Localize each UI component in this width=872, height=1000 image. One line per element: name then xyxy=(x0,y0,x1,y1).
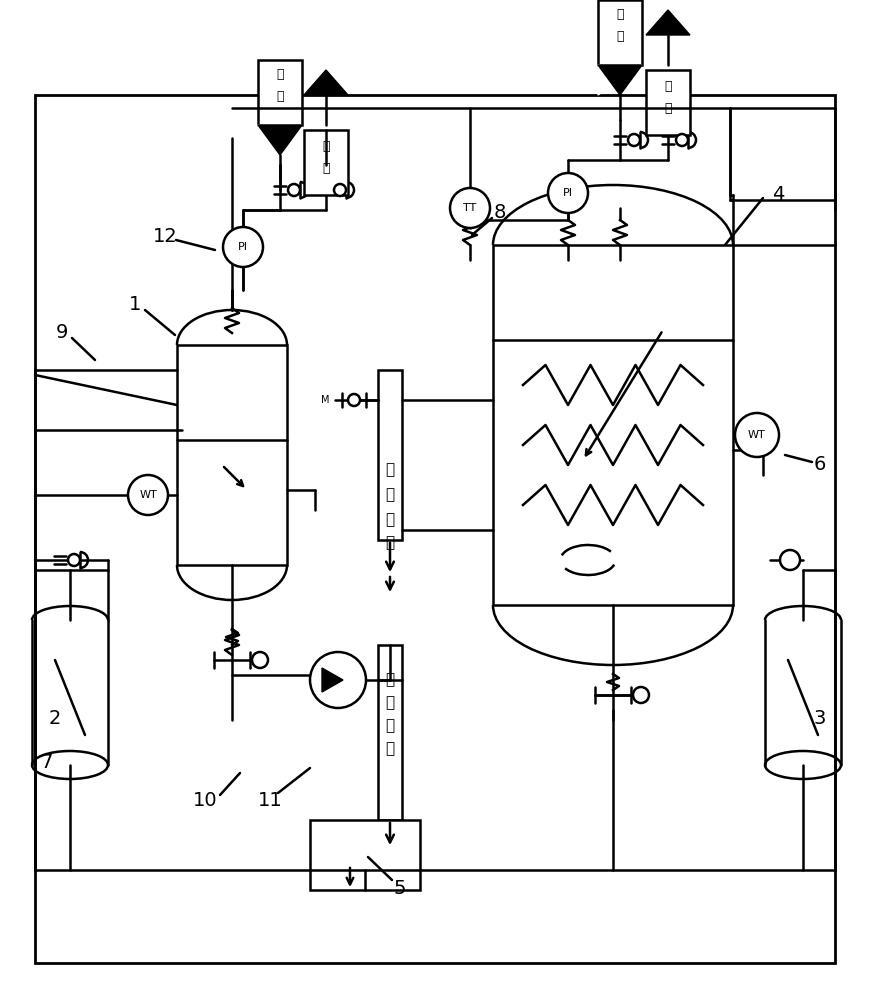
Text: 真: 真 xyxy=(323,140,330,153)
Circle shape xyxy=(252,652,268,668)
Circle shape xyxy=(223,227,263,267)
Text: 6: 6 xyxy=(814,456,826,475)
Text: 水: 水 xyxy=(385,512,394,528)
Text: 空: 空 xyxy=(323,162,330,176)
Text: M: M xyxy=(321,395,330,405)
Polygon shape xyxy=(322,668,343,692)
Bar xyxy=(646,70,690,135)
Polygon shape xyxy=(258,125,302,155)
Circle shape xyxy=(348,394,360,406)
Circle shape xyxy=(628,134,640,146)
Text: 2: 2 xyxy=(49,708,61,728)
Circle shape xyxy=(633,687,649,703)
Text: 真: 真 xyxy=(664,81,671,94)
Text: WT: WT xyxy=(748,430,766,440)
Text: 冷: 冷 xyxy=(385,672,394,688)
Text: 3: 3 xyxy=(814,708,826,728)
Text: 5: 5 xyxy=(394,879,406,898)
Text: 冷: 冷 xyxy=(385,462,394,478)
Polygon shape xyxy=(646,10,690,35)
Text: 放: 放 xyxy=(276,68,283,82)
Text: 10: 10 xyxy=(193,790,217,810)
Bar xyxy=(35,95,835,963)
Circle shape xyxy=(68,554,80,566)
Text: 7: 7 xyxy=(41,752,53,772)
Text: PI: PI xyxy=(238,242,248,252)
Text: WT: WT xyxy=(140,490,157,500)
Polygon shape xyxy=(258,125,302,155)
Text: 空: 空 xyxy=(276,91,283,104)
Text: 水: 水 xyxy=(385,718,394,734)
Text: 放: 放 xyxy=(617,8,623,21)
Bar xyxy=(310,820,420,890)
Bar xyxy=(177,345,287,565)
Text: 凝: 凝 xyxy=(385,696,394,710)
Circle shape xyxy=(310,652,366,708)
Text: 9: 9 xyxy=(56,324,68,342)
Circle shape xyxy=(676,134,688,146)
Text: 11: 11 xyxy=(257,790,283,810)
Text: PI: PI xyxy=(563,188,573,198)
Text: 8: 8 xyxy=(494,202,506,222)
Text: 口: 口 xyxy=(385,742,394,756)
Polygon shape xyxy=(598,65,642,95)
Bar xyxy=(304,130,348,195)
Text: 回: 回 xyxy=(385,536,394,550)
Circle shape xyxy=(548,173,588,213)
Circle shape xyxy=(288,184,300,196)
Text: TT: TT xyxy=(463,203,477,213)
Polygon shape xyxy=(304,70,348,95)
Bar xyxy=(598,0,642,65)
Bar xyxy=(378,645,402,820)
Circle shape xyxy=(450,188,490,228)
Text: 12: 12 xyxy=(153,227,177,245)
Circle shape xyxy=(735,413,779,457)
Circle shape xyxy=(334,184,346,196)
Text: 4: 4 xyxy=(772,186,784,205)
Polygon shape xyxy=(598,65,642,95)
Text: 空: 空 xyxy=(617,30,623,43)
Text: 空: 空 xyxy=(664,103,671,115)
Bar xyxy=(493,245,733,605)
Circle shape xyxy=(128,475,168,515)
Bar xyxy=(258,60,302,125)
Circle shape xyxy=(780,550,800,570)
Bar xyxy=(378,370,402,540)
Text: 凝: 凝 xyxy=(385,488,394,502)
Text: 1: 1 xyxy=(129,296,141,314)
